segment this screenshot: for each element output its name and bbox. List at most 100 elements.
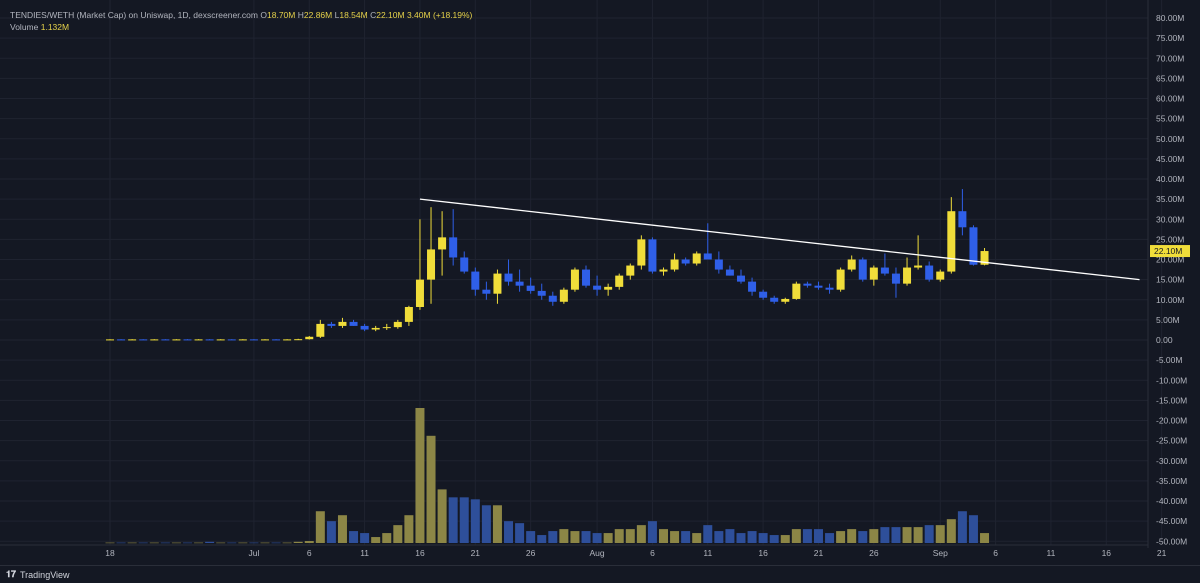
candle[interactable] <box>880 253 889 276</box>
x-tick-label: 18 <box>105 548 115 558</box>
candle[interactable] <box>106 339 114 341</box>
candle[interactable] <box>670 253 679 272</box>
candle[interactable] <box>482 281 491 300</box>
candle[interactable] <box>249 339 258 341</box>
candle[interactable] <box>404 305 413 326</box>
candle-body <box>205 339 214 341</box>
candle[interactable] <box>736 269 745 284</box>
candle[interactable] <box>161 339 170 341</box>
candle[interactable] <box>626 263 635 280</box>
candle[interactable] <box>559 287 568 304</box>
candle[interactable] <box>570 267 579 292</box>
candle[interactable] <box>493 269 502 304</box>
candle[interactable] <box>305 335 314 340</box>
candle-body <box>925 265 934 280</box>
candle[interactable] <box>637 235 646 270</box>
candle[interactable] <box>869 265 878 286</box>
candle[interactable] <box>648 237 657 274</box>
candle[interactable] <box>725 265 734 276</box>
candle[interactable] <box>183 339 192 341</box>
candle[interactable] <box>604 283 613 296</box>
candle[interactable] <box>139 339 148 341</box>
candle[interactable] <box>194 339 203 341</box>
candle[interactable] <box>371 325 380 332</box>
candle[interactable] <box>958 189 967 236</box>
candle[interactable] <box>128 339 137 341</box>
symbol-title[interactable]: TENDIES/WETH (Market Cap) on Uniswap, 1D… <box>10 10 258 20</box>
volume-row: Volume 1.132M <box>10 21 472 33</box>
candle[interactable] <box>515 269 524 292</box>
candle[interactable] <box>260 339 269 341</box>
candle[interactable] <box>349 319 358 326</box>
candle[interactable] <box>460 251 469 274</box>
candle-body <box>803 283 812 286</box>
candle[interactable] <box>858 257 867 282</box>
candle[interactable] <box>748 277 757 296</box>
candle[interactable] <box>792 281 801 300</box>
candle[interactable] <box>415 219 424 310</box>
candle-body <box>648 239 657 272</box>
candle[interactable] <box>593 275 602 296</box>
candle[interactable] <box>338 317 347 328</box>
candle[interactable] <box>681 257 690 266</box>
candle[interactable] <box>393 319 402 329</box>
volume-bar <box>913 527 923 543</box>
candle[interactable] <box>449 209 458 266</box>
candle-body <box>714 259 723 270</box>
volume-bar <box>182 542 192 544</box>
candle[interactable] <box>803 281 812 288</box>
candle[interactable] <box>825 283 834 294</box>
candle[interactable] <box>703 223 712 260</box>
candle[interactable] <box>714 251 723 274</box>
x-axis[interactable]: 18 Jul 6 11 16 21 26 Aug 6 11 16 21 26 Sep 6 11 16 21 <box>0 544 1167 558</box>
candle-body <box>194 339 203 341</box>
candle[interactable] <box>382 323 391 330</box>
candle[interactable] <box>836 267 845 292</box>
candle[interactable] <box>327 321 336 328</box>
candle[interactable] <box>238 339 247 341</box>
candle-body <box>504 273 513 282</box>
candle[interactable] <box>227 339 236 341</box>
candle[interactable] <box>150 339 159 341</box>
tradingview-brand[interactable]: 𝟏𝟕 TradingView <box>6 569 70 580</box>
candlestick-chart[interactable]: 80.00M75.00M70.00M65.00M60.00M55.00M50.0… <box>0 0 1200 566</box>
candle[interactable] <box>914 235 923 270</box>
candle[interactable] <box>582 265 591 288</box>
volume-bar <box>249 542 259 544</box>
candle[interactable] <box>172 339 181 341</box>
candle[interactable] <box>770 295 779 304</box>
candle[interactable] <box>316 319 325 338</box>
candle[interactable] <box>969 225 978 266</box>
candle[interactable] <box>759 289 768 300</box>
candle[interactable] <box>548 291 557 306</box>
trend-line[interactable] <box>419 198 1140 281</box>
candle[interactable] <box>936 269 945 282</box>
candle[interactable] <box>615 273 624 290</box>
candle[interactable] <box>925 261 934 282</box>
candle[interactable] <box>891 267 900 298</box>
candle[interactable] <box>283 339 292 341</box>
candle[interactable] <box>205 339 214 341</box>
candle[interactable] <box>692 251 701 266</box>
candle[interactable] <box>360 323 369 332</box>
candle[interactable] <box>272 339 281 341</box>
candle[interactable] <box>903 257 912 286</box>
candle[interactable] <box>438 211 447 276</box>
candle[interactable] <box>526 277 535 294</box>
candle[interactable] <box>294 338 303 341</box>
candle-body <box>438 237 447 250</box>
candle[interactable] <box>537 283 546 300</box>
y-axis[interactable]: 80.00M 75.00M 70.00M 65.00M 60.00M 55.00M 50.0… <box>1147 0 1187 548</box>
candle-body <box>349 321 358 326</box>
candle[interactable] <box>504 259 513 286</box>
candle[interactable] <box>947 197 956 274</box>
candle[interactable] <box>471 267 480 296</box>
candle[interactable] <box>216 339 225 341</box>
candle[interactable] <box>847 255 856 272</box>
candle[interactable] <box>427 207 436 304</box>
candle[interactable] <box>814 281 823 290</box>
volume-bar <box>968 515 978 543</box>
candle[interactable] <box>781 297 790 304</box>
candle[interactable] <box>117 339 126 341</box>
candle[interactable] <box>659 267 668 276</box>
